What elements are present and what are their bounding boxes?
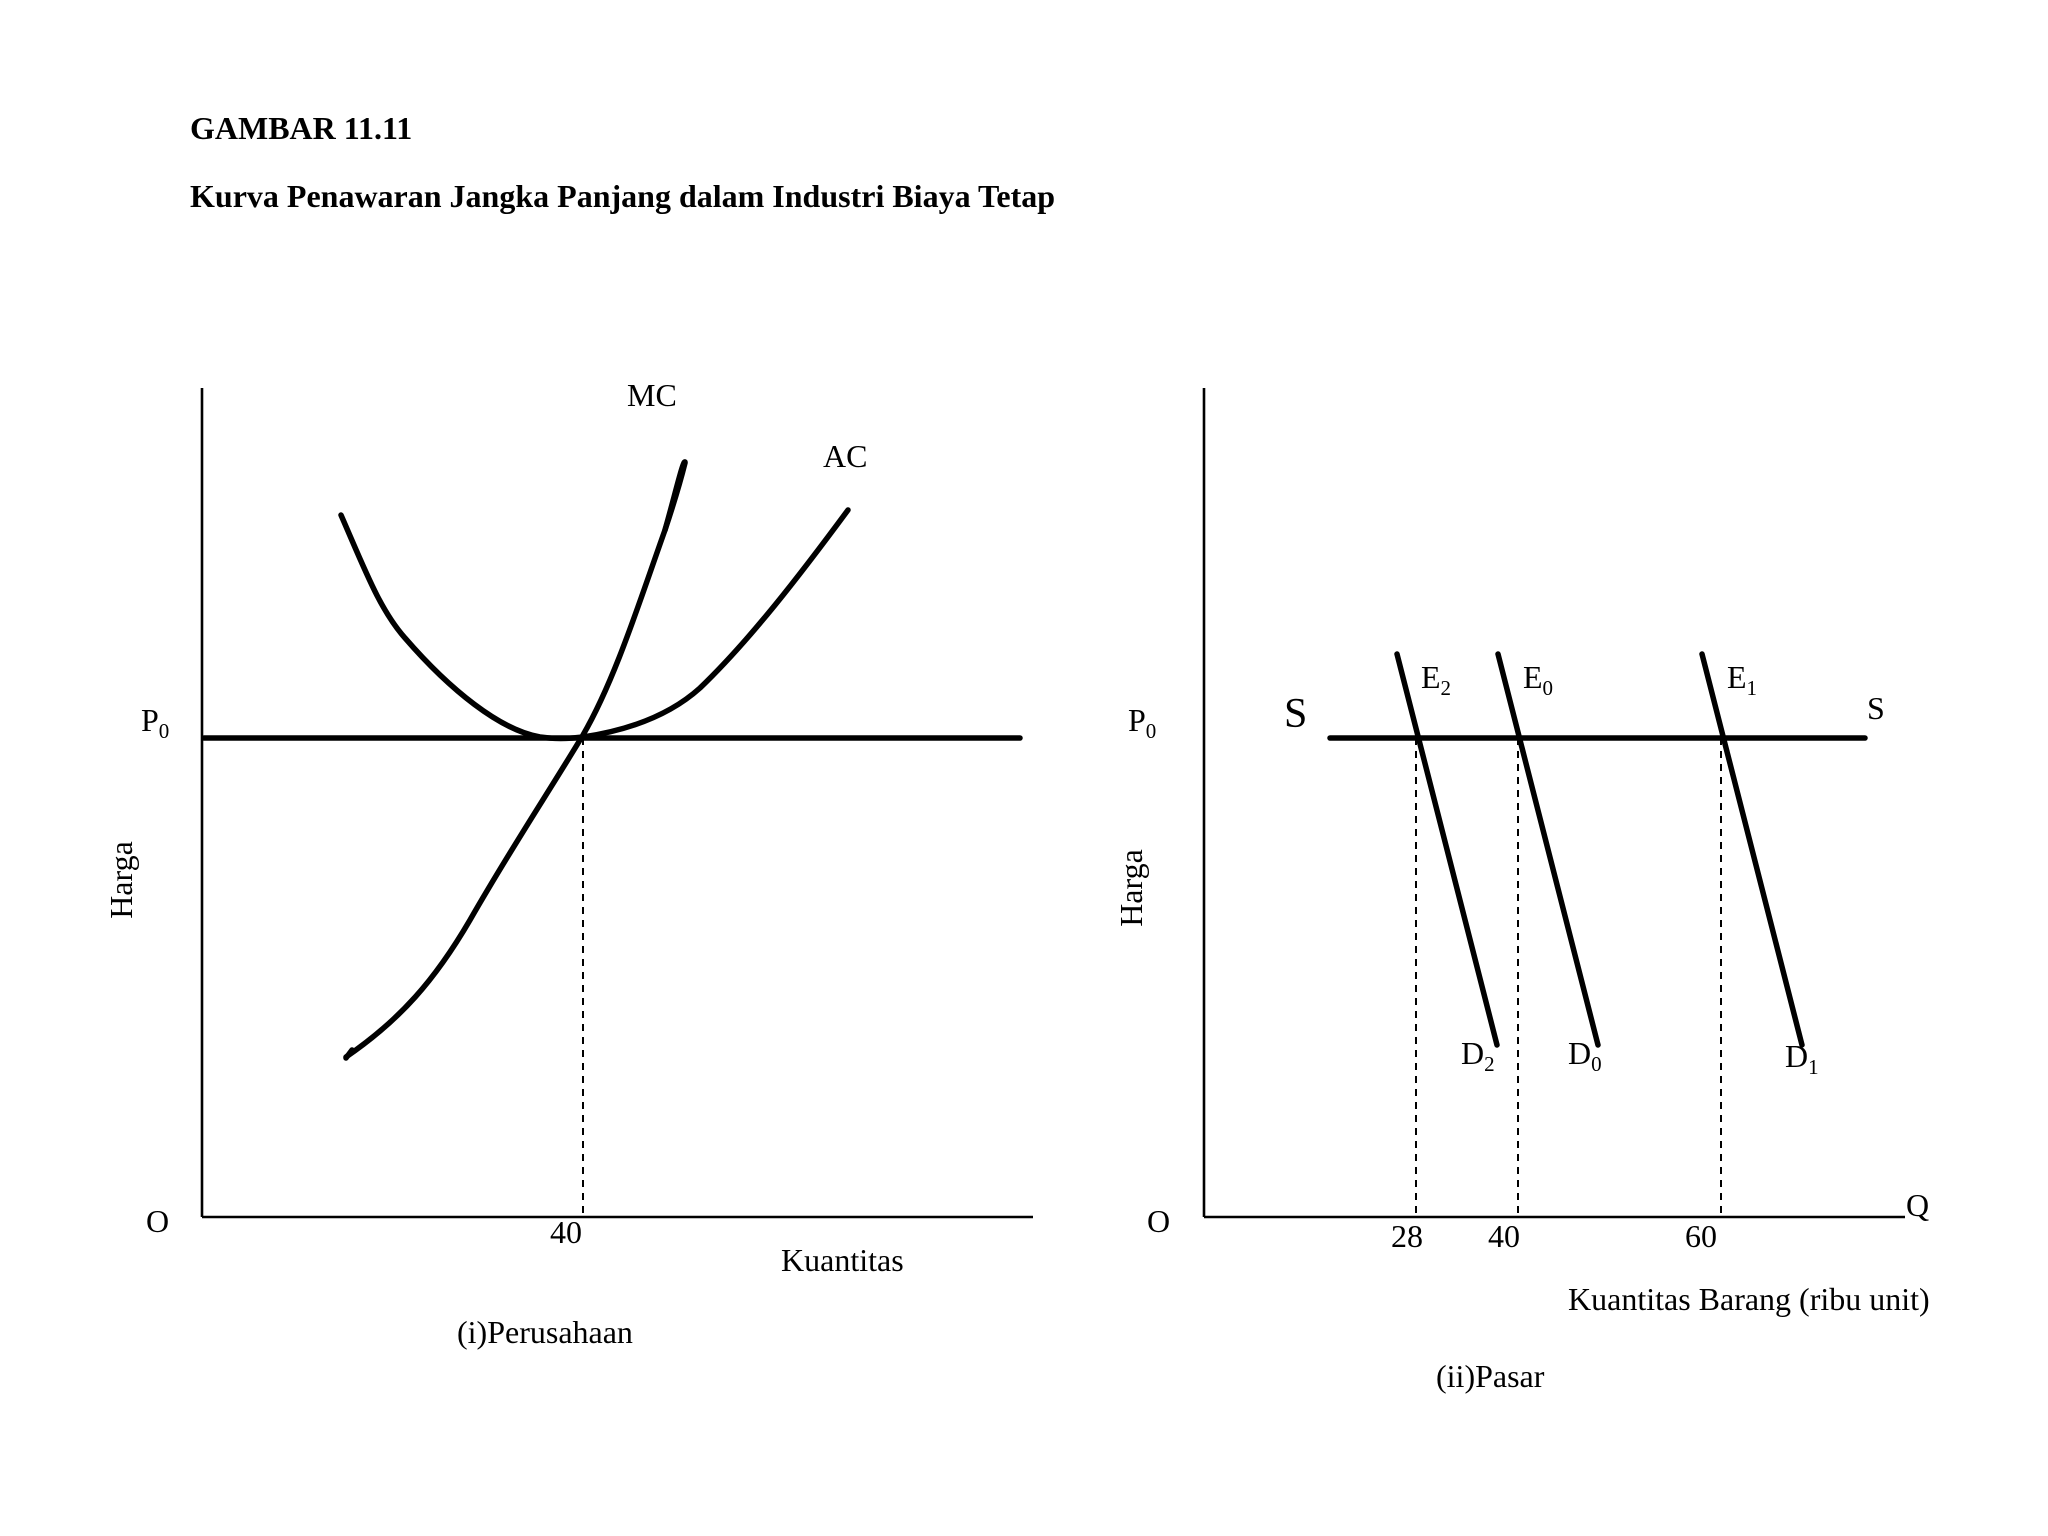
e0-label: E0	[1523, 659, 1553, 700]
firm-origin-label: O	[146, 1203, 169, 1239]
demand-curve-d0	[1495, 651, 1601, 1048]
ac-label: AC	[823, 438, 867, 474]
firm-panel: MC AC P0 O 40 Kuantitas Harga (i)Perusah…	[103, 377, 1033, 1350]
market-tick-60: 60	[1685, 1218, 1717, 1254]
market-origin-label: O	[1147, 1203, 1170, 1239]
d2-label: D2	[1461, 1035, 1495, 1076]
supply-label-right: S	[1867, 690, 1885, 726]
market-caption: (ii)Pasar	[1436, 1358, 1545, 1394]
figure-title: Kurva Penawaran Jangka Panjang dalam Ind…	[190, 178, 1056, 214]
market-tick-28: 28	[1391, 1218, 1423, 1254]
supply-label-left: S	[1284, 691, 1307, 737]
market-y-axis-label: Harga	[1113, 849, 1149, 927]
market-price-label: P0	[1128, 702, 1156, 743]
firm-caption: (i)Perusahaan	[457, 1314, 633, 1350]
market-tick-40: 40	[1488, 1218, 1520, 1254]
market-panel: E2 E0 E1 D2 D0 D1 S S P0 O Q 28 40 60 Ku…	[1113, 388, 1930, 1394]
firm-price-label: P0	[141, 702, 169, 743]
e1-label: E1	[1727, 659, 1757, 700]
market-x-axis-end-label: Q	[1906, 1187, 1929, 1223]
mc-label: MC	[627, 377, 677, 413]
firm-x-axis-label: Kuantitas	[781, 1242, 904, 1278]
ac-curve	[338, 507, 851, 742]
mc-curve	[343, 459, 688, 1060]
mc-curve-tail	[343, 1047, 355, 1061]
figure-label: GAMBAR 11.11	[190, 110, 413, 146]
d0-label: D0	[1568, 1035, 1602, 1076]
mc-curve-top	[662, 460, 688, 533]
demand-curve-d1	[1699, 651, 1805, 1048]
e2-label: E2	[1421, 659, 1451, 700]
firm-quantity-tick: 40	[550, 1214, 582, 1250]
firm-y-axis-label: Harga	[103, 841, 139, 919]
market-x-axis-label: Kuantitas Barang (ribu unit)	[1568, 1281, 1930, 1317]
d1-label: D1	[1785, 1038, 1819, 1079]
demand-curve-d2	[1394, 651, 1500, 1048]
